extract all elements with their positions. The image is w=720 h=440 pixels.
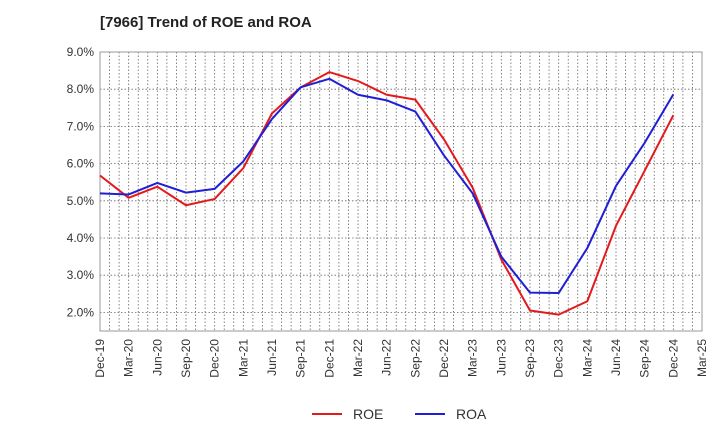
y-tick-label: 4.0% bbox=[67, 231, 95, 245]
plot-area bbox=[99, 51, 703, 332]
y-tick-label: 5.0% bbox=[67, 194, 95, 208]
x-tick-label: Sep-24 bbox=[638, 339, 652, 378]
x-tick-label: Mar-21 bbox=[236, 339, 250, 377]
x-tick-label: Dec-21 bbox=[322, 339, 336, 378]
x-tick-label: Dec-20 bbox=[208, 339, 222, 378]
x-tick-label: Mar-22 bbox=[351, 339, 365, 377]
x-tick-label: Jun-23 bbox=[494, 339, 508, 376]
x-tick-label: Jun-21 bbox=[265, 339, 279, 376]
legend: ROE ROA bbox=[312, 406, 487, 422]
x-tick-label: Dec-22 bbox=[437, 339, 451, 378]
y-tick-label: 7.0% bbox=[67, 119, 95, 133]
chart-title: [7966] Trend of ROE and ROA bbox=[100, 14, 312, 31]
x-tick-label: Dec-19 bbox=[93, 339, 107, 378]
legend-label-roe: ROE bbox=[353, 406, 383, 422]
x-tick-label: Sep-22 bbox=[408, 339, 422, 378]
x-tick-label: Mar-24 bbox=[580, 339, 594, 377]
x-tick-label: Dec-23 bbox=[552, 339, 566, 378]
x-tick-label: Jun-20 bbox=[150, 339, 164, 376]
y-tick-label: 9.0% bbox=[67, 45, 95, 59]
y-tick-label: 2.0% bbox=[67, 305, 95, 319]
x-tick-label: Jun-24 bbox=[609, 339, 623, 376]
legend-label-roa: ROA bbox=[456, 406, 487, 422]
x-tick-label: Mar-23 bbox=[466, 339, 480, 377]
series-line-roa bbox=[99, 77, 675, 295]
x-tick-label: Mar-25 bbox=[695, 339, 709, 377]
x-tick-label: Sep-23 bbox=[523, 339, 537, 378]
x-tick-label: Dec-24 bbox=[666, 339, 680, 378]
x-axis: Dec-19 Mar-20 Jun-20 Sep-20 Dec-20 Mar-21 Jun-… bbox=[93, 339, 709, 378]
x-tick-label: Sep-21 bbox=[294, 339, 308, 378]
series-lines bbox=[99, 71, 675, 316]
y-tick-label: 3.0% bbox=[67, 268, 95, 282]
y-tick-label: 6.0% bbox=[67, 157, 95, 171]
x-tick-label: Jun-22 bbox=[380, 339, 394, 376]
x-tick-label: Mar-20 bbox=[122, 339, 136, 377]
x-tick-label: Sep-20 bbox=[179, 339, 193, 378]
y-axis: 2.0% 3.0% 4.0% 5.0% 6.0% 7.0% 8.0% 9.0% bbox=[67, 45, 95, 319]
y-tick-label: 8.0% bbox=[67, 82, 95, 96]
series-line-roe bbox=[99, 71, 675, 316]
grid-lines bbox=[100, 51, 702, 331]
